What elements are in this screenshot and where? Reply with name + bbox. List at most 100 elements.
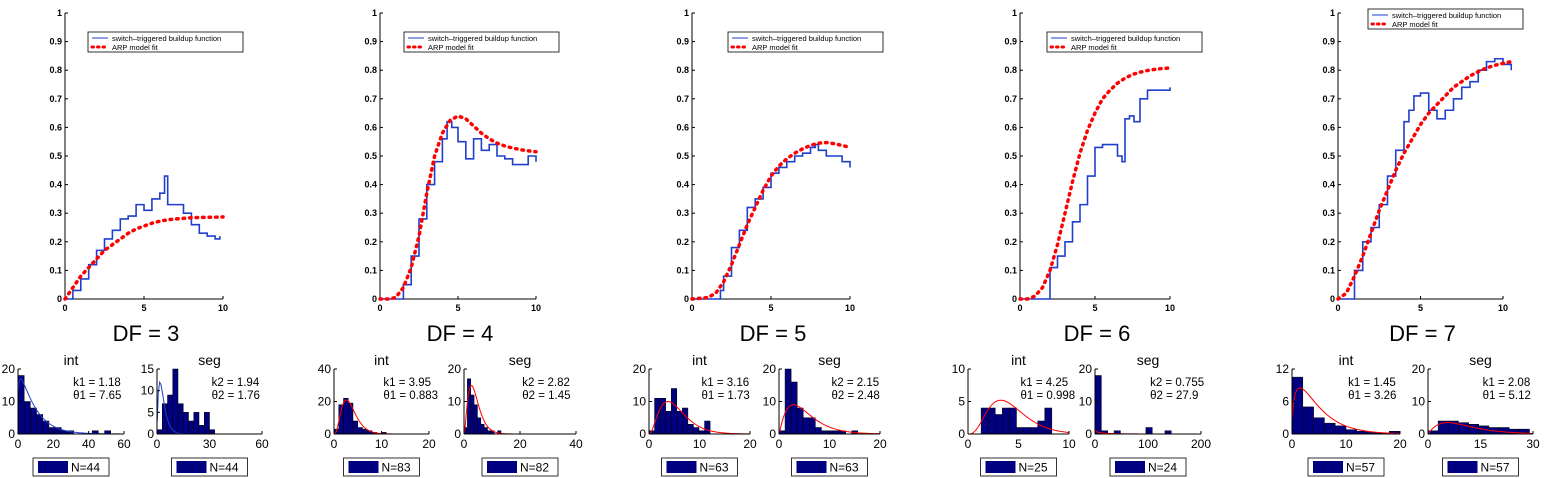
x-tick-label: 10 xyxy=(1339,437,1353,451)
fit-parameter-label: k2 = 1.94 xyxy=(212,377,260,389)
x-tick-label: 0 xyxy=(331,437,338,451)
series-line-arp-fit xyxy=(690,140,852,301)
hist-legend-label: N=25 xyxy=(1019,461,1048,475)
y-tick-label: 1 xyxy=(684,8,689,18)
hist-legend-swatch xyxy=(1115,461,1145,473)
y-tick-label: 0.4 xyxy=(1322,180,1335,190)
x-tick-label: 0 xyxy=(62,303,67,313)
y-tick-label: 0 xyxy=(324,427,331,441)
histogram-bar xyxy=(209,429,215,435)
y-tick-label: 10 xyxy=(633,395,647,409)
x-tick-label: 0 xyxy=(1092,437,1099,451)
histogram-bar xyxy=(193,412,200,435)
histogram-bar xyxy=(480,424,485,435)
x-tick-label: 0 xyxy=(1335,303,1340,313)
hist-legend-label: N=57 xyxy=(1481,461,1510,475)
y-tick-label: 0 xyxy=(1330,294,1335,304)
legend-box xyxy=(1046,31,1203,53)
series-line-arp-fit xyxy=(378,114,538,301)
y-tick-label: 0.9 xyxy=(1322,37,1335,47)
x-tick-label: 10 xyxy=(531,303,541,313)
fit-curve xyxy=(1291,387,1401,434)
y-tick-label: 0 xyxy=(454,427,461,441)
legend-box xyxy=(87,31,244,53)
y-tick-label: 20 xyxy=(1412,362,1426,376)
y-tick-label: 0.7 xyxy=(364,94,377,104)
histogram-title: int xyxy=(1011,352,1026,368)
hist-legend-swatch xyxy=(985,461,1016,473)
fit-parameter-label: k1 = 3.95 xyxy=(383,377,431,389)
histogram-title: int xyxy=(1339,352,1354,368)
hist-legend-label: N=44 xyxy=(210,461,239,475)
y-tick-label: 0.1 xyxy=(676,265,689,275)
histogram-bar xyxy=(790,381,798,435)
x-tick-label: 40 xyxy=(82,437,96,451)
hist-legend-swatch xyxy=(1313,461,1343,473)
histogram-bar xyxy=(188,420,194,435)
histogram-bar xyxy=(343,398,349,435)
fit-parameter-label: k2 = 2.82 xyxy=(522,377,570,389)
hist-legend-swatch xyxy=(176,461,207,473)
hist-legend-swatch xyxy=(1447,461,1478,473)
fit-parameter-label: k1 = 4.25 xyxy=(1021,377,1069,389)
y-tick-label: 20 xyxy=(1079,362,1093,376)
histogram-bar xyxy=(1345,429,1358,435)
histogram-bar xyxy=(1468,424,1479,435)
x-tick-label: 0 xyxy=(1289,437,1296,451)
y-tick-label: 0.6 xyxy=(1004,122,1017,132)
y-tick-label: 0 xyxy=(958,427,965,441)
fit-parameter-label: θ2 = 1.45 xyxy=(522,390,570,402)
histogram-bar xyxy=(30,407,37,435)
y-tick-label: 0.9 xyxy=(49,37,62,47)
y-tick-label: 0.4 xyxy=(49,180,62,190)
histogram-bar xyxy=(352,420,358,435)
histogram-bar xyxy=(704,420,711,435)
y-tick-label: 0.7 xyxy=(1004,94,1017,104)
y-tick-label: 0.2 xyxy=(49,237,62,247)
legend-label-buildup: switch–triggered buildup function xyxy=(428,34,537,43)
x-tick-label: 15 xyxy=(1474,437,1488,451)
hist-legend-swatch xyxy=(796,461,827,473)
x-tick-label: 100 xyxy=(1138,437,1158,451)
y-tick-label: 0 xyxy=(372,294,377,304)
y-tick-label: 0.2 xyxy=(1322,237,1335,247)
x-tick-label: 5 xyxy=(768,303,773,313)
x-tick-label: 60 xyxy=(117,437,131,451)
fit-parameter-label: θ1 = 3.26 xyxy=(1348,390,1396,402)
y-tick-label: 0 xyxy=(1282,427,1289,441)
x-tick-label: 10 xyxy=(1062,437,1076,451)
histogram-bar xyxy=(665,411,672,435)
histogram-bar xyxy=(682,407,689,435)
histogram-bar xyxy=(796,407,804,435)
legend-label-arp: ARP model fit xyxy=(1392,20,1439,29)
df-label: DF = 7 xyxy=(1389,321,1456,346)
legend-label-arp: ARP model fit xyxy=(112,43,159,52)
line-panel-4: 00.10.20.30.40.50.60.70.80.910 5 10switch–… xyxy=(1004,8,1203,346)
df-label: DF = 4 xyxy=(427,321,494,346)
x-tick-label: 10 xyxy=(375,437,389,451)
y-tick-label: 20 xyxy=(2,362,16,376)
hist-legend-swatch xyxy=(38,461,68,473)
legend-label-buildup: switch–triggered buildup function xyxy=(1071,34,1180,43)
fit-parameter-label: θ1 = 1.73 xyxy=(702,390,750,402)
fit-parameter-label: θ2 = 1.76 xyxy=(212,390,260,402)
histogram-title: seg xyxy=(1137,352,1160,368)
y-tick-label: 0.5 xyxy=(676,151,689,161)
histogram-title: int xyxy=(374,352,389,368)
histogram-bar xyxy=(809,417,816,435)
y-tick-label: 0.1 xyxy=(1322,265,1335,275)
fit-parameter-label: θ1 = 0.883 xyxy=(383,390,438,402)
fit-parameter-label: k1 = 2.08 xyxy=(1483,377,1531,389)
hist-legend-label: N=63 xyxy=(830,461,859,475)
histogram-bar xyxy=(1030,427,1038,435)
x-tick-label: 30 xyxy=(1526,437,1540,451)
x-tick-label: 0 xyxy=(689,303,694,313)
x-tick-label: 0 xyxy=(377,303,382,313)
histogram-bar xyxy=(995,414,1003,435)
line-panel-1: 00.10.20.30.40.50.60.70.80.910 5 10switch–… xyxy=(49,8,244,346)
y-tick-label: 1 xyxy=(1012,8,1017,18)
y-tick-label: 0.7 xyxy=(1322,94,1335,104)
y-tick-label: 0.1 xyxy=(49,265,62,275)
